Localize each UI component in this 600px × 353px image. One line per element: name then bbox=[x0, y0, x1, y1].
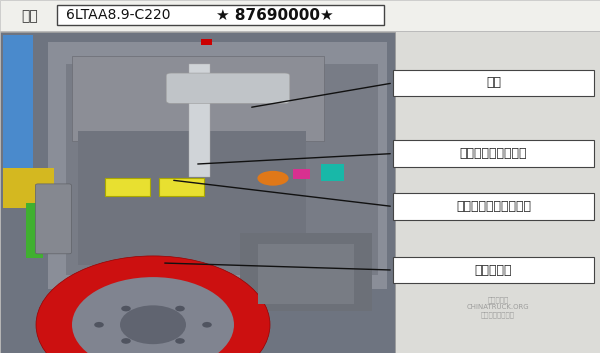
FancyBboxPatch shape bbox=[72, 56, 324, 141]
FancyBboxPatch shape bbox=[78, 131, 306, 265]
FancyBboxPatch shape bbox=[0, 0, 600, 32]
FancyBboxPatch shape bbox=[26, 203, 43, 258]
Text: 发动机机型打印区域: 发动机机型打印区域 bbox=[460, 147, 527, 160]
FancyBboxPatch shape bbox=[159, 178, 204, 196]
Text: 发动机流水号打印区域: 发动机流水号打印区域 bbox=[456, 200, 531, 213]
Text: 6LTAA8.9-C220: 6LTAA8.9-C220 bbox=[66, 8, 170, 22]
FancyBboxPatch shape bbox=[105, 178, 150, 196]
Circle shape bbox=[175, 338, 185, 344]
Circle shape bbox=[72, 277, 234, 353]
FancyBboxPatch shape bbox=[3, 168, 54, 208]
FancyBboxPatch shape bbox=[48, 42, 387, 289]
FancyBboxPatch shape bbox=[189, 64, 210, 176]
Text: ★ 87690000★: ★ 87690000★ bbox=[216, 8, 334, 23]
FancyBboxPatch shape bbox=[166, 73, 290, 103]
FancyBboxPatch shape bbox=[240, 233, 372, 311]
FancyBboxPatch shape bbox=[0, 32, 395, 353]
FancyBboxPatch shape bbox=[258, 244, 354, 304]
Circle shape bbox=[175, 306, 185, 311]
Circle shape bbox=[121, 338, 131, 344]
Text: 中国卡车网
CHINATRUCK.ORG
因为卡车所以网发: 中国卡车网 CHINATRUCK.ORG 因为卡车所以网发 bbox=[467, 297, 529, 318]
FancyBboxPatch shape bbox=[66, 64, 378, 275]
Circle shape bbox=[120, 305, 186, 344]
FancyBboxPatch shape bbox=[321, 164, 344, 181]
FancyBboxPatch shape bbox=[35, 184, 71, 254]
Text: 例：: 例： bbox=[21, 9, 38, 23]
FancyBboxPatch shape bbox=[57, 5, 384, 25]
FancyBboxPatch shape bbox=[393, 140, 594, 167]
FancyBboxPatch shape bbox=[393, 193, 594, 220]
Ellipse shape bbox=[257, 171, 289, 186]
Circle shape bbox=[202, 322, 212, 328]
Bar bbox=[201, 39, 212, 45]
FancyBboxPatch shape bbox=[3, 35, 33, 169]
FancyBboxPatch shape bbox=[293, 169, 310, 179]
FancyBboxPatch shape bbox=[393, 70, 594, 96]
Circle shape bbox=[94, 322, 104, 328]
FancyBboxPatch shape bbox=[393, 257, 594, 283]
Text: 缸体后端面: 缸体后端面 bbox=[475, 264, 512, 276]
Circle shape bbox=[36, 256, 270, 353]
Circle shape bbox=[121, 306, 131, 311]
Bar bbox=[0, 31, 600, 32]
Text: 缸盖: 缸盖 bbox=[486, 77, 501, 89]
